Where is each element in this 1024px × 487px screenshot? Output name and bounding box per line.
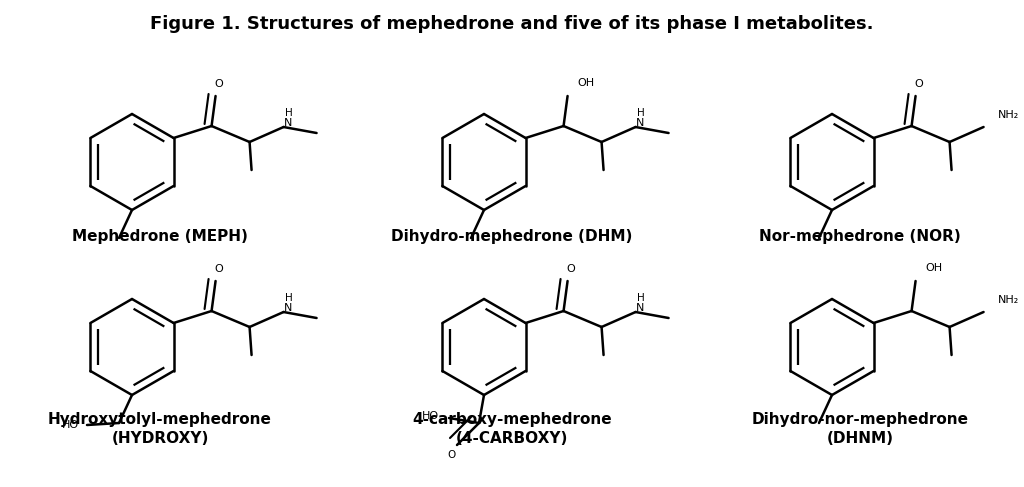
Text: HO: HO (61, 420, 79, 430)
Text: Figure 1. Structures of mephedrone and five of its phase I metabolites.: Figure 1. Structures of mephedrone and f… (151, 15, 873, 33)
Text: O: O (566, 264, 574, 274)
Text: H: H (637, 293, 644, 303)
Text: O: O (914, 79, 923, 89)
Text: N: N (284, 303, 292, 313)
Text: Hydroxytolyl-mephedrone
(HYDROXY): Hydroxytolyl-mephedrone (HYDROXY) (48, 412, 272, 446)
Text: NH₂: NH₂ (997, 110, 1019, 120)
Text: N: N (635, 118, 644, 128)
Text: Dihydro-mephedrone (DHM): Dihydro-mephedrone (DHM) (391, 229, 633, 244)
Text: NH₂: NH₂ (997, 295, 1019, 305)
Text: OH: OH (926, 263, 943, 273)
Text: Mephedrone (MEPH): Mephedrone (MEPH) (72, 229, 248, 244)
Text: O: O (214, 79, 223, 89)
Text: 4-carboxy-mephedrone
(4-CARBOXY): 4-carboxy-mephedrone (4-CARBOXY) (413, 412, 611, 446)
Text: H: H (285, 108, 293, 118)
Text: N: N (635, 303, 644, 313)
Text: OH: OH (578, 78, 595, 88)
Text: N: N (284, 118, 292, 128)
Text: H: H (285, 293, 293, 303)
Text: H: H (637, 108, 644, 118)
Text: O: O (214, 264, 223, 274)
Text: Dihydro-nor-mephedrone
(DHNM): Dihydro-nor-mephedrone (DHNM) (752, 412, 969, 446)
Text: HO: HO (422, 411, 439, 421)
Text: O: O (446, 450, 455, 460)
Text: Nor-mephedrone (NOR): Nor-mephedrone (NOR) (759, 229, 961, 244)
